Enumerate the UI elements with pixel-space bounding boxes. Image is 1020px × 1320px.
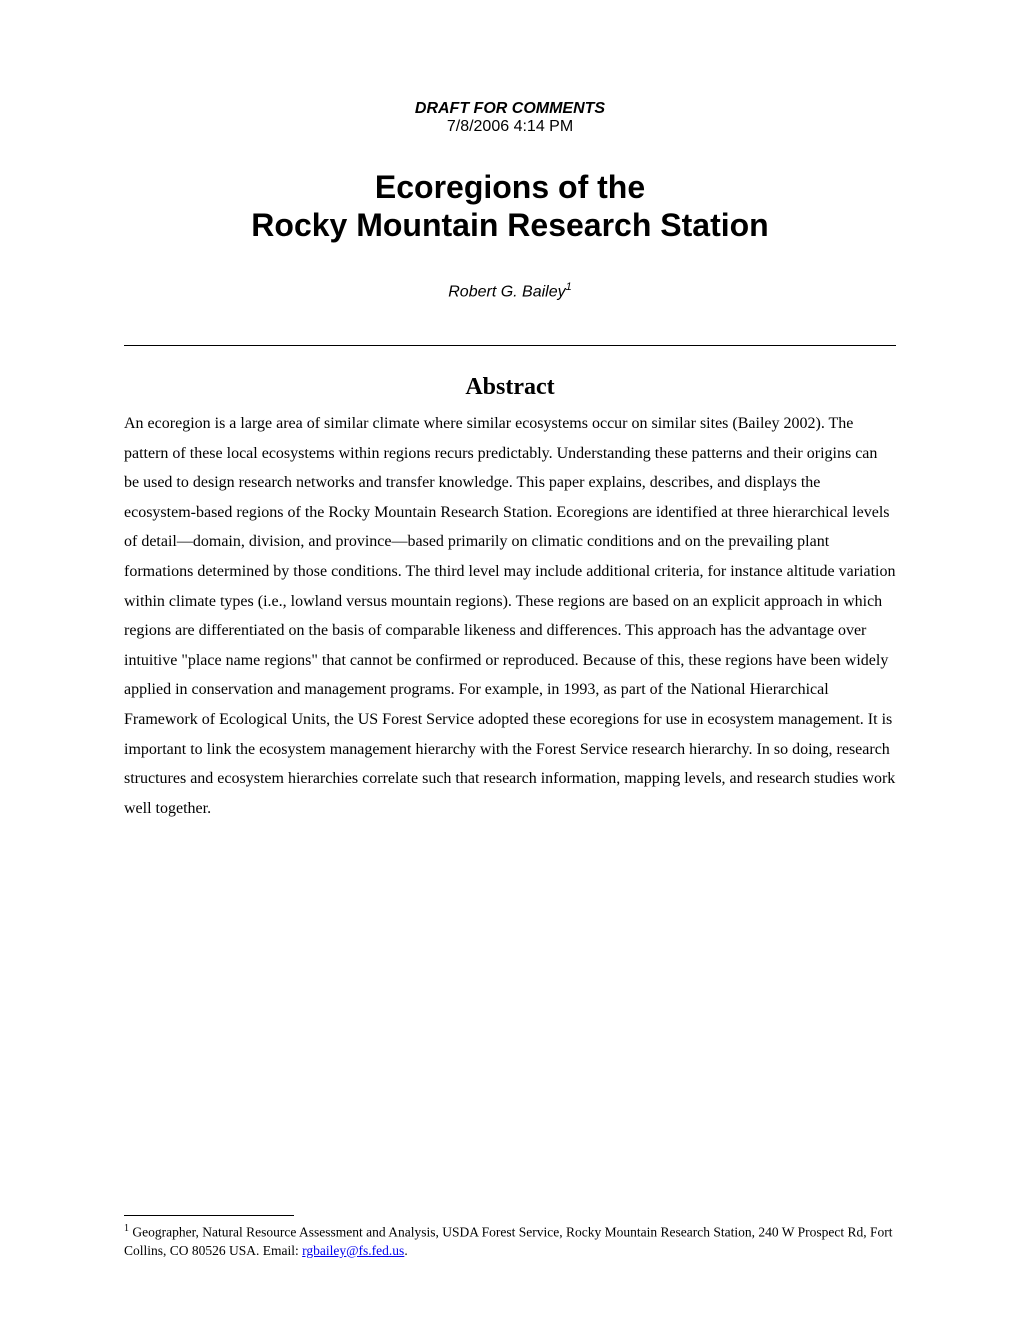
- title-line-1: Ecoregions of the: [375, 169, 645, 205]
- footnote-divider: [124, 1215, 294, 1216]
- footnote-text-before: Geographer, Natural Resource Assessment …: [124, 1225, 892, 1258]
- timestamp: 7/8/2006 4:14 PM: [124, 118, 896, 136]
- author-name: Robert G. Bailey: [448, 283, 565, 300]
- footnote-email-link[interactable]: rgbailey@fs.fed.us: [302, 1243, 404, 1258]
- section-divider: [124, 345, 896, 346]
- footnote-text-after: .: [404, 1243, 407, 1258]
- author-footnote-marker: 1: [566, 281, 572, 293]
- main-title: Ecoregions of the Rocky Mountain Researc…: [124, 168, 896, 245]
- draft-label: DRAFT FOR COMMENTS: [124, 100, 896, 118]
- author-line: Robert G. Bailey1: [124, 281, 896, 301]
- header-block: DRAFT FOR COMMENTS 7/8/2006 4:14 PM: [124, 100, 896, 136]
- abstract-heading: Abstract: [124, 374, 896, 401]
- footer-area: 1 Geographer, Natural Resource Assessmen…: [124, 1167, 896, 1260]
- footnote: 1 Geographer, Natural Resource Assessmen…: [124, 1222, 896, 1260]
- title-line-2: Rocky Mountain Research Station: [251, 207, 768, 243]
- abstract-body: An ecoregion is a large area of similar …: [124, 409, 896, 823]
